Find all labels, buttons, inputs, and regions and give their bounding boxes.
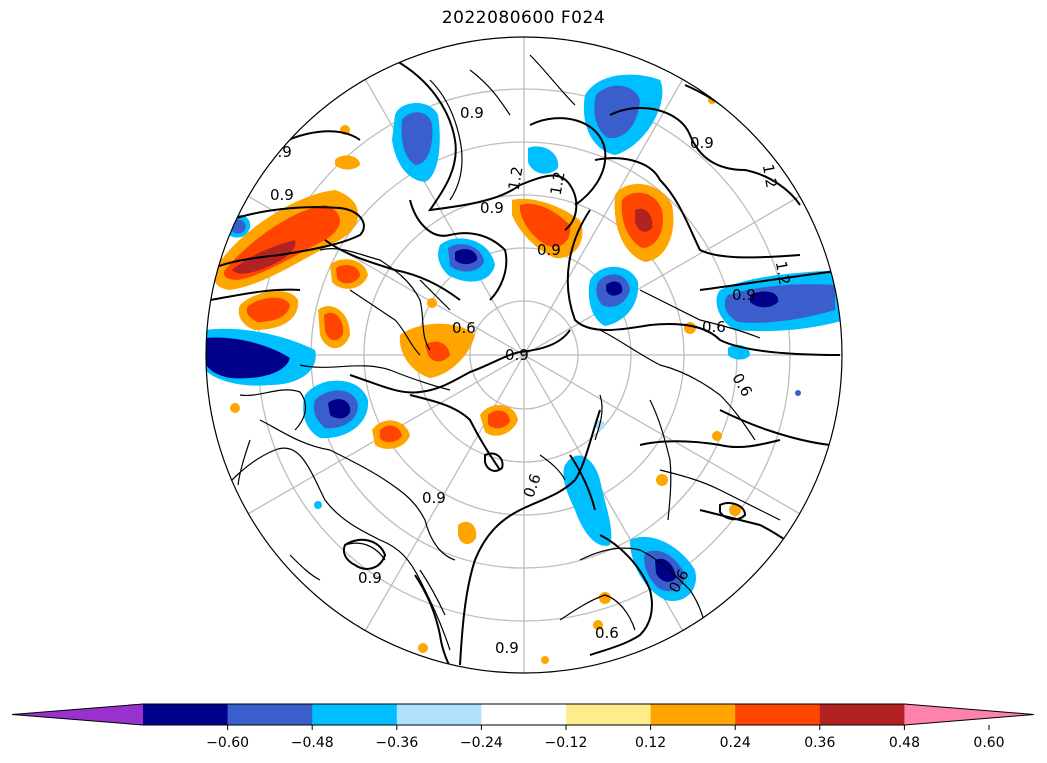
anomaly-shading (206, 74, 842, 664)
colorbar-extend-low (12, 704, 143, 725)
map-boundary (205, 36, 843, 674)
contour-label: 0.9 (480, 199, 504, 217)
colorbar-tick-label: −0.36 (375, 735, 418, 751)
contour-label: 0.9 (537, 241, 561, 259)
contour-label: 0.9 (495, 639, 519, 657)
contour-label: 0.9 (690, 134, 714, 152)
contour-label: 1.2 (759, 163, 781, 190)
colorbar-tick-label: −0.60 (206, 735, 249, 751)
contour-label: 0.9 (732, 286, 756, 304)
colorbar-tick-label: 0.24 (720, 735, 751, 751)
colorbar-tick-label: −0.12 (545, 735, 588, 751)
contour-label: 0.6 (452, 319, 476, 337)
contour-label: 0.6 (702, 318, 726, 336)
colorbar-segment (481, 704, 567, 725)
colorbar-segment (650, 704, 736, 725)
contour-label: 1.2 (547, 170, 569, 197)
colorbar-segment (312, 704, 398, 725)
contours (209, 59, 842, 673)
contour-labels: 0.9 0.9 0.9 0.9 0.9 0.9 0.9 0.9 0.9 0.9 … (268, 104, 794, 657)
colorbar-tick-label: 0.36 (804, 735, 835, 751)
contour-label: 0.9 (422, 489, 446, 507)
contour-label: 0.6 (595, 624, 619, 642)
map-disc-content: 0.9 0.9 0.9 0.9 0.9 0.9 0.9 0.9 0.9 0.9 … (206, 37, 842, 673)
contour-label: 1.2 (505, 165, 527, 192)
colorbar-tick-label: 0.60 (973, 735, 1004, 751)
colorbar-tick-label: −0.24 (460, 735, 503, 751)
colorbar-segment (566, 704, 652, 725)
colorbar-segment (143, 704, 229, 725)
coastlines (209, 54, 781, 651)
contour-label: 0.9 (358, 569, 382, 587)
colorbar-tick-label: −0.48 (291, 735, 334, 751)
contour-label: 0.9 (505, 346, 529, 364)
colorbar-segment (735, 704, 821, 725)
map-title: 2022080600 F024 (441, 8, 606, 28)
colorbar-segment (227, 704, 313, 725)
colorbar-segment (396, 704, 482, 725)
contour-label: 0.9 (460, 104, 484, 122)
colorbar-extend-high (904, 704, 1034, 725)
contour-label: 1.2 (772, 260, 794, 287)
colorbar-outline (11, 703, 1035, 726)
colorbar-tick-label: 0.48 (889, 735, 920, 751)
colorbar-tick-label: 0.12 (635, 735, 666, 751)
colorbar-segment (819, 704, 905, 725)
colorbar: −0.60 −0.48 −0.36 −0.24 −0.12 0.12 0.24 0.36 0.4… (11, 703, 1035, 751)
contour-label: 0.9 (270, 186, 294, 204)
